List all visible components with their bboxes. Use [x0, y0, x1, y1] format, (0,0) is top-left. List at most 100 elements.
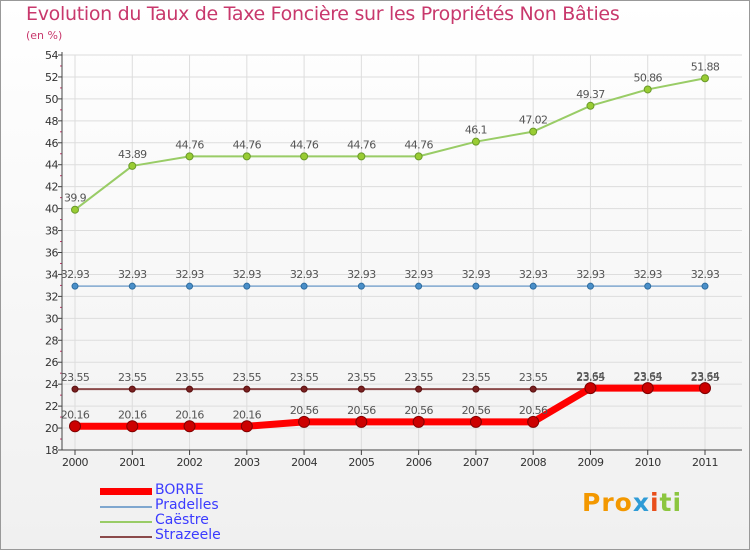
data-label-strazeele: 23.55: [576, 371, 605, 384]
data-label-borre: 20.56: [347, 404, 376, 417]
point-pradelles: [357, 282, 365, 290]
point-borre: [355, 415, 368, 428]
data-label-borre: 20.16: [233, 408, 262, 421]
data-label-strazeele: 23.55: [233, 371, 262, 384]
y-tick-label: 30: [45, 312, 58, 325]
point-castre: [701, 74, 709, 83]
y-tick-label: 44: [45, 159, 58, 172]
data-label-castre: 51.88: [691, 60, 720, 73]
point-borre: [69, 420, 81, 433]
y-tick-label: 34: [45, 268, 58, 281]
data-label-borre: 20.56: [290, 404, 319, 417]
data-label-strazeele: 23.55: [118, 371, 147, 384]
x-tick-label: 2002: [177, 456, 203, 469]
y-tick-label: 28: [45, 334, 58, 347]
point-strazeele: [243, 385, 251, 393]
data-label-castre: 44.76: [175, 138, 204, 151]
y-tick-label: 32: [45, 290, 58, 303]
x-tick-label: 2006: [406, 456, 432, 469]
data-label-borre: 20.56: [404, 404, 433, 417]
logo-part-2: x: [632, 488, 650, 517]
point-strazeele: [186, 385, 194, 393]
point-castre: [357, 152, 366, 161]
point-pradelles: [644, 282, 652, 290]
data-label-pradelles: 32.93: [175, 268, 204, 281]
data-label-pradelles: 32.93: [519, 268, 548, 281]
point-borre: [641, 382, 654, 395]
x-tick-label: 2000: [62, 456, 88, 469]
point-borre: [527, 415, 540, 428]
legend-label-borre: BORRE: [155, 482, 204, 498]
point-strazeele: [472, 385, 480, 393]
point-pradelles: [586, 282, 594, 290]
legend-label-caestre: Caëstre: [155, 512, 209, 528]
data-label-strazeele: 23.55: [61, 371, 90, 384]
proxiti-logo: Proxiti: [582, 488, 682, 517]
point-borre: [412, 415, 425, 428]
point-strazeele: [415, 385, 423, 393]
point-castre: [586, 101, 595, 110]
y-tick-label: 48: [45, 115, 58, 128]
legend-swatch-strazeele: [100, 536, 152, 538]
data-label-castre: 46.1: [465, 124, 487, 137]
data-label-pradelles: 32.93: [691, 268, 720, 281]
data-label-borre: 20.16: [61, 408, 90, 421]
point-borre: [584, 382, 597, 395]
x-tick-label: 2005: [348, 456, 374, 469]
x-tick-label: 2011: [692, 456, 718, 469]
x-tick-label: 2007: [463, 456, 489, 469]
point-pradelles: [128, 282, 136, 290]
data-label-strazeele: 23.55: [290, 371, 319, 384]
point-strazeele: [71, 385, 79, 393]
legend-swatch-caestre: [100, 521, 152, 523]
legend-label-strazeele: Strazeele: [155, 527, 221, 543]
point-pradelles: [300, 282, 308, 290]
data-label-strazeele: 23.55: [347, 371, 376, 384]
y-tick-label: 20: [45, 422, 58, 435]
point-strazeele: [300, 385, 308, 393]
data-label-pradelles: 32.93: [61, 268, 90, 281]
point-borre: [298, 415, 311, 428]
y-tick-label: 50: [45, 93, 58, 106]
data-label-borre: 20.56: [519, 404, 548, 417]
point-castre: [128, 161, 137, 170]
data-label-pradelles: 32.93: [462, 268, 491, 281]
data-label-borre: 23.64: [691, 370, 720, 383]
point-pradelles: [71, 282, 79, 290]
y-tick-label: 42: [45, 181, 58, 194]
grid: [62, 54, 742, 451]
data-label-castre: 47.02: [519, 114, 548, 127]
chart-title: Evolution du Taux de Taxe Foncière sur l…: [26, 3, 620, 25]
data-label-borre: 20.16: [118, 408, 147, 421]
point-castre: [185, 152, 194, 161]
data-label-pradelles: 32.93: [347, 268, 376, 281]
y-tick-label: 24: [45, 378, 58, 391]
data-label-strazeele: 23.55: [404, 371, 433, 384]
data-labels: 39.9 43.89 44.76 44.76 44.76 44.76 44.76 46.1 47…: [61, 60, 721, 421]
data-label-castre: 43.89: [118, 148, 147, 161]
point-strazeele: [357, 385, 365, 393]
data-label-pradelles: 32.93: [576, 268, 605, 281]
y-tick-label: 46: [45, 137, 58, 150]
data-label-pradelles: 32.93: [290, 268, 319, 281]
y-tick-label: 40: [45, 203, 58, 216]
point-strazeele: [128, 385, 136, 393]
point-borre: [699, 382, 711, 395]
point-borre: [469, 415, 482, 428]
point-strazeele: [529, 385, 537, 393]
logo-part-1: Pro: [582, 488, 633, 517]
y-tick-label: 54: [45, 49, 58, 62]
data-label-borre: 20.16: [175, 408, 204, 421]
logo-part-4: ti: [659, 488, 683, 517]
x-tick-label: 2008: [520, 456, 546, 469]
point-castre: [242, 152, 251, 161]
point-pradelles: [472, 282, 480, 290]
x-tick-label: 2004: [291, 456, 317, 469]
logo-part-3: i: [649, 488, 660, 517]
data-label-castre: 50.86: [633, 71, 662, 84]
x-tick-label: 2009: [577, 456, 603, 469]
data-label-pradelles: 32.93: [233, 268, 262, 281]
point-castre: [414, 152, 423, 161]
